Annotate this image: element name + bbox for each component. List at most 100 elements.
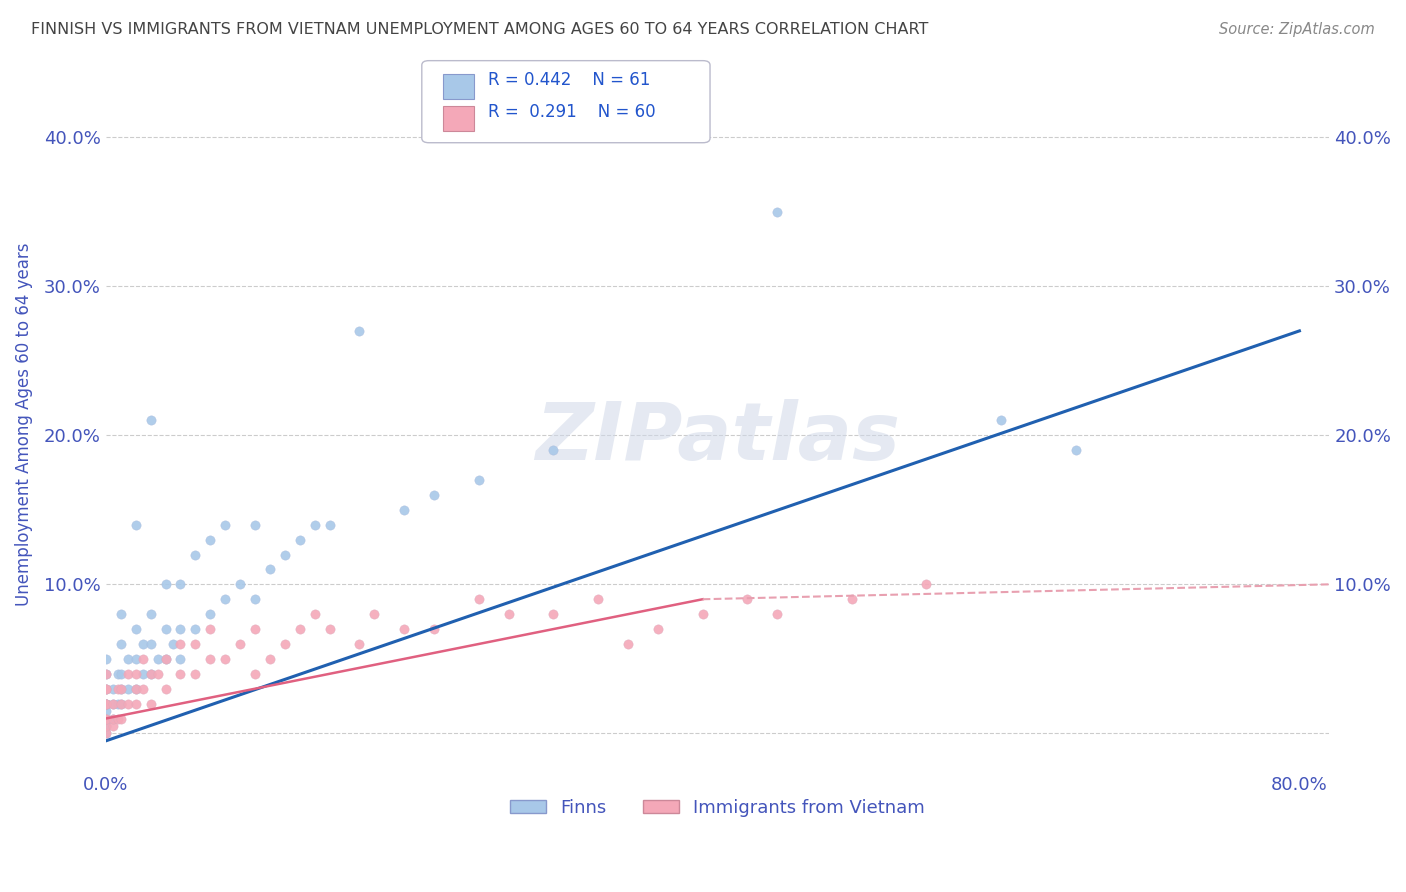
Point <box>139 666 162 681</box>
Point <box>243 666 266 681</box>
Point <box>915 577 938 591</box>
Point <box>169 637 191 651</box>
Point <box>103 712 125 726</box>
Point <box>132 637 155 651</box>
Point <box>94 697 117 711</box>
Point <box>110 681 132 696</box>
Point <box>103 719 125 733</box>
Point <box>155 652 177 666</box>
Point <box>363 607 385 622</box>
Point <box>423 622 446 636</box>
Point <box>107 697 129 711</box>
Point <box>94 712 117 726</box>
Text: ZIPatlas: ZIPatlas <box>536 399 900 477</box>
Point <box>184 622 207 636</box>
Point <box>94 697 117 711</box>
Point <box>841 592 863 607</box>
Point <box>288 622 311 636</box>
Point <box>394 622 416 636</box>
Point <box>468 592 491 607</box>
Text: R =  0.291    N = 60: R = 0.291 N = 60 <box>488 103 655 121</box>
Point <box>274 548 297 562</box>
Point <box>766 204 789 219</box>
Point <box>990 413 1012 427</box>
Point <box>94 712 117 726</box>
Point <box>304 607 326 622</box>
Point <box>146 652 169 666</box>
Point <box>259 562 281 576</box>
Point <box>107 681 129 696</box>
Point <box>139 607 162 622</box>
Point <box>214 592 236 607</box>
Point <box>586 592 609 607</box>
Point <box>94 726 117 740</box>
Point <box>214 652 236 666</box>
Point <box>94 681 117 696</box>
Point <box>155 681 177 696</box>
Point <box>200 652 222 666</box>
Point <box>110 637 132 651</box>
Point <box>214 517 236 532</box>
Point <box>94 697 117 711</box>
Y-axis label: Unemployment Among Ages 60 to 64 years: Unemployment Among Ages 60 to 64 years <box>15 243 32 606</box>
Point <box>132 666 155 681</box>
Point <box>169 577 191 591</box>
Point <box>146 666 169 681</box>
Point <box>125 681 148 696</box>
Point <box>94 666 117 681</box>
Legend: Finns, Immigrants from Vietnam: Finns, Immigrants from Vietnam <box>503 791 932 824</box>
Point <box>617 637 640 651</box>
Point <box>103 681 125 696</box>
Point <box>125 652 148 666</box>
Point <box>103 712 125 726</box>
Point <box>125 622 148 636</box>
Point <box>110 712 132 726</box>
Point <box>184 666 207 681</box>
Text: FINNISH VS IMMIGRANTS FROM VIETNAM UNEMPLOYMENT AMONG AGES 60 TO 64 YEARS CORREL: FINNISH VS IMMIGRANTS FROM VIETNAM UNEMP… <box>31 22 928 37</box>
Point <box>94 719 117 733</box>
Point <box>498 607 520 622</box>
Point <box>107 712 129 726</box>
Point <box>110 697 132 711</box>
Point <box>103 697 125 711</box>
Point <box>125 681 148 696</box>
Point <box>184 637 207 651</box>
Point <box>243 622 266 636</box>
Point <box>94 681 117 696</box>
Point <box>423 488 446 502</box>
Point <box>94 697 117 711</box>
Point <box>200 533 222 547</box>
Point <box>103 697 125 711</box>
Point <box>274 637 297 651</box>
Point <box>94 726 117 740</box>
Point <box>132 681 155 696</box>
Point <box>139 413 162 427</box>
Point <box>125 666 148 681</box>
Point <box>737 592 759 607</box>
Point <box>110 697 132 711</box>
Point <box>169 622 191 636</box>
Point <box>117 652 139 666</box>
Point <box>169 666 191 681</box>
Point <box>304 517 326 532</box>
Point <box>1064 443 1087 458</box>
Point <box>125 517 148 532</box>
Point <box>394 503 416 517</box>
Point <box>107 666 129 681</box>
Point <box>110 681 132 696</box>
Point <box>117 697 139 711</box>
Point <box>94 652 117 666</box>
Point <box>318 517 340 532</box>
Point <box>94 719 117 733</box>
Point <box>132 652 155 666</box>
Point <box>543 607 565 622</box>
Point <box>94 704 117 718</box>
Point <box>692 607 714 622</box>
Point <box>543 443 565 458</box>
Point <box>766 607 789 622</box>
Point <box>162 637 184 651</box>
Point <box>94 681 117 696</box>
Point <box>155 577 177 591</box>
Point <box>155 652 177 666</box>
Point <box>318 622 340 636</box>
